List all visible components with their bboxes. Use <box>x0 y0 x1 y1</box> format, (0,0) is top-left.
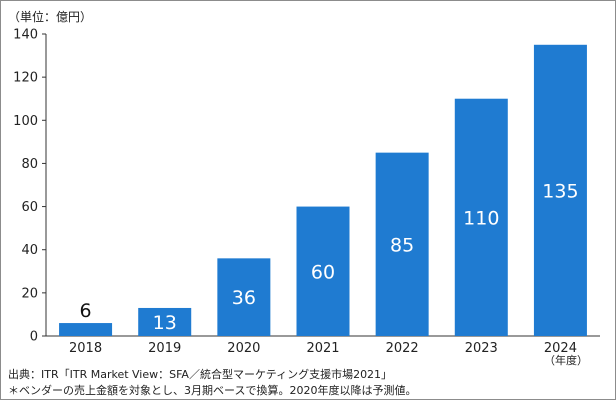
y-tick-label: 80 <box>21 157 38 172</box>
bar <box>375 152 429 336</box>
bar <box>138 307 192 336</box>
x-unit-label: （年度） <box>544 354 588 367</box>
x-tick-label: 2024 <box>544 341 577 356</box>
data-label: 110 <box>463 207 499 229</box>
y-tick-label: 0 <box>30 330 38 345</box>
y-tick-label: 20 <box>21 286 38 301</box>
y-tick-label: 120 <box>13 71 38 86</box>
data-label: 135 <box>542 180 578 202</box>
data-label: 85 <box>390 234 414 256</box>
y-tick-label: 140 <box>13 28 38 43</box>
bar <box>533 44 587 337</box>
y-unit-label: （単位：億円） <box>8 10 93 24</box>
data-label: 36 <box>232 287 256 309</box>
data-label: 13 <box>153 312 177 334</box>
bar <box>59 323 113 336</box>
bar <box>296 206 350 336</box>
x-tick-label: 2022 <box>386 341 419 356</box>
x-tick-label: 2020 <box>227 341 260 356</box>
x-tick-label: 2019 <box>148 341 181 356</box>
y-tick-label: 60 <box>21 200 38 215</box>
data-label: 60 <box>311 261 335 283</box>
source-note: 出典：ITR「ITR Market View：SFA／統合型マーケティング支援市… <box>8 368 393 381</box>
x-tick-label: 2021 <box>306 341 339 356</box>
y-tick-label: 100 <box>13 114 38 129</box>
x-tick-label: 2023 <box>465 341 498 356</box>
bar <box>217 258 271 336</box>
y-tick-label: 40 <box>21 243 38 258</box>
footnote: ＊ベンダーの売上金額を対象とし、3月期ベースで換算。2020年度以降は予測値。 <box>8 384 417 397</box>
bar <box>454 98 508 336</box>
x-tick-label: 2018 <box>69 341 102 356</box>
data-label: 6 <box>80 300 92 322</box>
